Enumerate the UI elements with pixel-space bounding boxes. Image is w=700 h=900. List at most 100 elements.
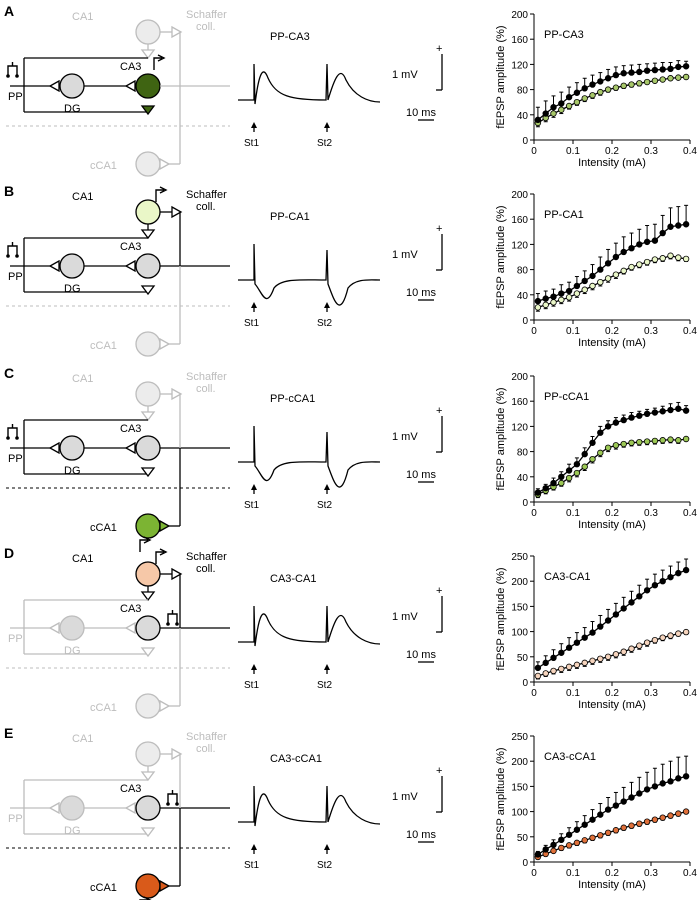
- pp-dg-synapse: [48, 441, 60, 455]
- data-point: [628, 599, 635, 606]
- data-point: [636, 438, 643, 446]
- x-tick-label: 0.4: [683, 326, 697, 337]
- ca3-dendrite-synapse: [140, 827, 156, 838]
- y-tick-label: 200: [511, 372, 528, 383]
- ca3-cell: [135, 73, 161, 99]
- pp-dg-synapse: [48, 79, 60, 93]
- data-point: [620, 605, 627, 612]
- schaffer-label-1: Schaffer: [186, 9, 227, 21]
- data-point: [636, 412, 643, 419]
- data-point: [534, 851, 542, 858]
- series-control: [534, 755, 690, 858]
- x-tick-label: 0.1: [566, 688, 580, 699]
- example-trace-group: CA3-CA1 St1 St2 1 mV +10 ms: [238, 573, 443, 691]
- data-point: [565, 102, 573, 110]
- data-point: [565, 93, 573, 101]
- data-point: [636, 261, 643, 268]
- data-point: [581, 463, 588, 470]
- data-point: [620, 248, 627, 256]
- chart: 0 40 80 120 160 200 0 0.1 0.2 0.3 0.4 Intensity (mA…: [495, 190, 697, 349]
- schaffer-synapse: [171, 387, 183, 401]
- data-point: [620, 267, 627, 275]
- data-point: [620, 440, 627, 448]
- schaffer-synapse: [171, 25, 183, 39]
- y-tick-label: 50: [517, 833, 529, 844]
- stim-arrowhead-icon: [324, 844, 330, 850]
- data-point: [534, 304, 542, 311]
- data-point: [550, 479, 557, 487]
- pp-label: PP: [8, 813, 23, 825]
- data-point: [620, 416, 627, 424]
- data-point: [643, 238, 651, 246]
- data-point: [597, 88, 604, 96]
- data-point: [612, 271, 620, 278]
- data-point: [643, 438, 651, 445]
- stim-arrowhead-icon: [251, 122, 257, 128]
- data-point: [675, 63, 682, 71]
- schaffer-label-1: Schaffer: [186, 551, 227, 563]
- y-tick-label: 0: [522, 498, 528, 509]
- example-trace-group: PP-cCA1 St1 St2 1 mV +10 ms: [238, 393, 443, 511]
- schaffer-synapse: [171, 205, 183, 219]
- data-point: [667, 812, 674, 819]
- data-point: [542, 301, 549, 309]
- data-point: [604, 75, 612, 82]
- scale-time-label: 10 ms: [406, 829, 436, 841]
- data-point: [682, 63, 690, 70]
- series-control: [534, 60, 690, 124]
- chart-title: PP-CA3: [544, 29, 584, 41]
- ca1-cell: [135, 381, 161, 407]
- dg-cell: [59, 795, 85, 821]
- ca1-cell: [135, 561, 161, 587]
- ca1-label: CA1: [72, 553, 93, 565]
- data-point: [589, 282, 596, 290]
- x-tick-label: 0: [531, 508, 537, 519]
- data-point: [597, 832, 604, 839]
- trace-title: CA3-cCA1: [270, 753, 322, 765]
- data-point: [612, 419, 620, 426]
- commissural-synapse: [159, 699, 171, 713]
- trace-title: PP-cCA1: [270, 393, 315, 405]
- stimulating-electrode-icon: [167, 610, 178, 624]
- data-point: [667, 632, 674, 639]
- scale-voltage-label: 1 mV: [392, 791, 418, 803]
- electrode-tip-icon: [6, 254, 10, 258]
- data-point: [651, 66, 659, 74]
- series-control: [534, 204, 690, 305]
- recording-electrode-icon: [139, 536, 152, 552]
- schaffer-label-2: coll.: [196, 21, 216, 33]
- data-point: [651, 636, 659, 644]
- data-point: [682, 435, 690, 443]
- panel-letter: E: [4, 725, 13, 741]
- schaffer-label-1: Schaffer: [186, 189, 227, 201]
- data-point: [589, 92, 596, 99]
- series-line: [537, 408, 687, 494]
- data-point: [573, 460, 581, 468]
- x-tick-label: 0.4: [683, 508, 697, 519]
- data-point: [636, 642, 643, 649]
- data-point: [628, 645, 635, 652]
- data-point: [581, 659, 588, 667]
- data-point: [682, 566, 690, 574]
- stim-arrowhead-icon: [251, 664, 257, 670]
- data-point: [589, 81, 596, 88]
- y-tick-label: 120: [511, 60, 528, 71]
- stim-arrowhead-icon: [324, 664, 330, 670]
- data-point: [682, 221, 690, 228]
- data-point: [597, 266, 604, 273]
- y-tick-label: 250: [511, 552, 528, 563]
- scale-time-label: 10 ms: [406, 287, 436, 299]
- data-point: [589, 629, 596, 636]
- electrode-tip-icon: [6, 74, 10, 78]
- data-point: [604, 86, 612, 93]
- data-point: [604, 444, 612, 452]
- data-point: [589, 657, 596, 665]
- x-tick-label: 0.1: [566, 508, 580, 519]
- x-tick-label: 0.3: [644, 508, 658, 519]
- cca1-cell: [135, 693, 161, 719]
- x-axis-label: Intensity (mA): [578, 879, 646, 891]
- ca1-cell: [135, 199, 161, 225]
- data-point: [534, 297, 542, 305]
